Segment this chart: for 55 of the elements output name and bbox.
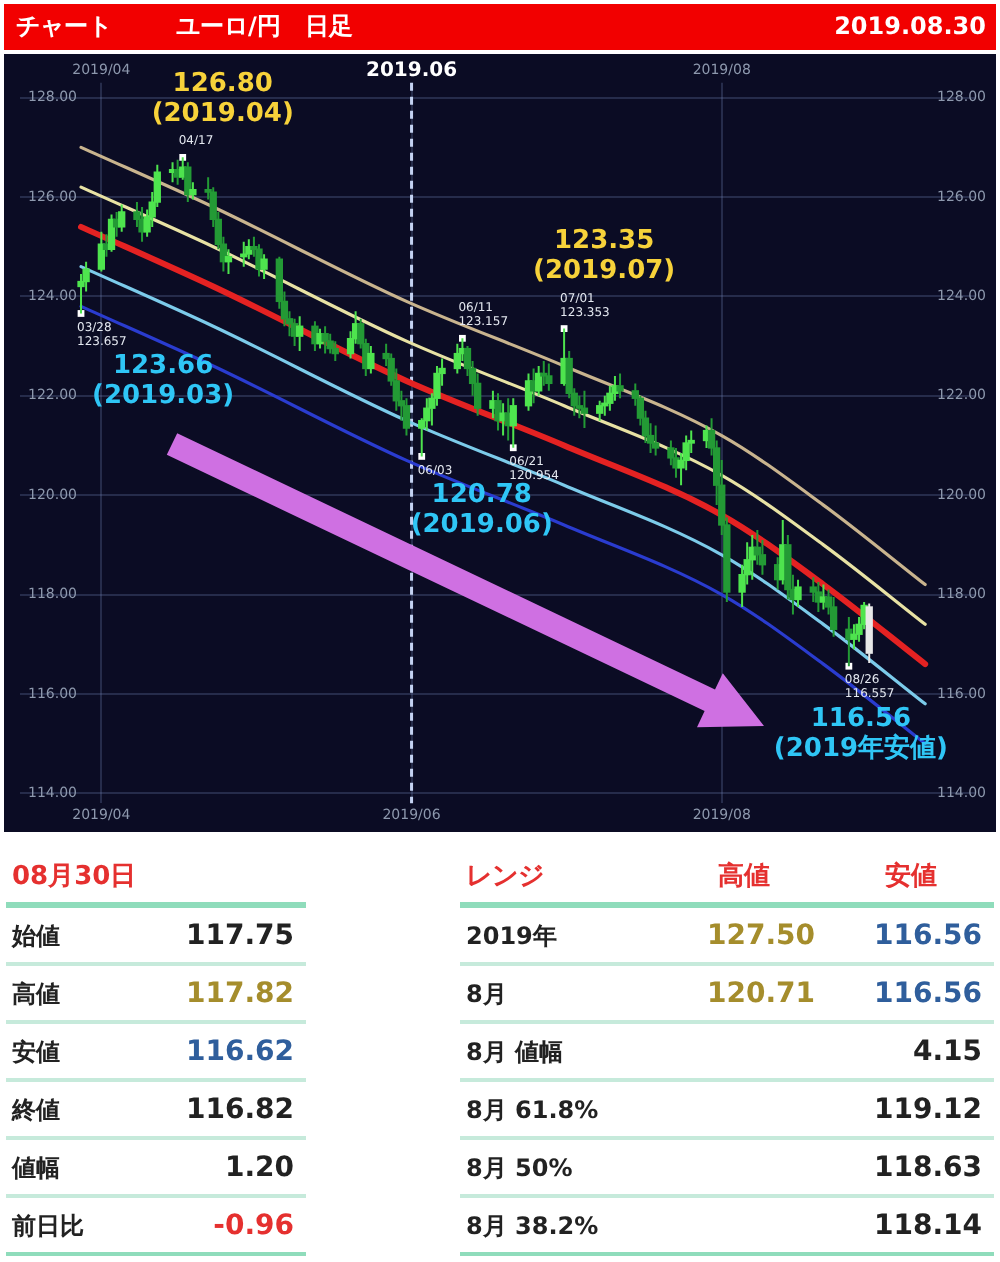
candlestick (326, 332, 334, 355)
candlestick (616, 372, 624, 400)
candlestick (850, 623, 858, 651)
category-label: 2019年 (466, 922, 557, 952)
text: 安値 (882, 862, 939, 894)
category-label: 8月 50% (466, 1154, 573, 1184)
data-label: 116.56 (871, 920, 982, 954)
data-label: -0.96 (211, 1210, 294, 1244)
data-label: 117.82 (183, 978, 294, 1012)
candlestick (189, 181, 197, 201)
annotation: 126.80 (2019.04) (151, 69, 294, 130)
data-label: 4.15 (910, 1036, 982, 1070)
text: 2019.08.30 (834, 12, 986, 40)
chart-title: チャート (16, 12, 112, 40)
candlestick (758, 538, 767, 576)
category-label: 8月 61.8% (466, 1096, 599, 1126)
text: レンジ (466, 862, 544, 894)
candlestick (509, 397, 517, 449)
data-label: 118.63 (871, 1152, 982, 1186)
line-series (79, 145, 927, 587)
candlestick (402, 397, 411, 437)
annotation: 123.35 (2019.07) (533, 226, 676, 287)
annotation: 123.66 (2019.03) (92, 351, 235, 412)
category-label: 前日比 (12, 1212, 84, 1242)
category-label: 安値 (12, 1038, 60, 1068)
category-label: 高値 (12, 980, 60, 1010)
line-series (78, 223, 929, 668)
category-label: 終値 (12, 1096, 60, 1126)
text: 08月30日 (12, 862, 137, 894)
line-series (79, 185, 927, 626)
candlestick (367, 345, 375, 375)
candlestick (794, 578, 802, 608)
text: 高値 (715, 862, 772, 894)
category-label: 始値 (12, 922, 60, 952)
data-label: 116.82 (183, 1094, 294, 1128)
data-label: 116.56 (871, 978, 982, 1012)
category-label: 8月 (466, 980, 507, 1010)
data-label: 127.50 (704, 920, 815, 954)
category-label: 8月 値幅 (466, 1038, 564, 1068)
chart-subtitle: ユーロ/円 日足 (176, 12, 353, 40)
data-label: 119.12 (871, 1094, 982, 1128)
data-label: 120.71 (704, 978, 815, 1012)
category-label: 値幅 (12, 1154, 60, 1184)
candlestick (606, 384, 614, 412)
ref-line-label: 2019.06 (366, 59, 458, 82)
candlestick (260, 253, 268, 281)
candlestick (118, 203, 126, 233)
category-label: 8月 38.2% (466, 1212, 599, 1242)
data-label: 1.20 (222, 1152, 294, 1186)
data-label: 116.62 (183, 1036, 294, 1070)
candlestick (829, 596, 838, 638)
data-label: 118.14 (871, 1210, 982, 1244)
data-label: 117.75 (183, 920, 294, 954)
candlestick (545, 362, 553, 392)
candlestick (296, 315, 304, 353)
